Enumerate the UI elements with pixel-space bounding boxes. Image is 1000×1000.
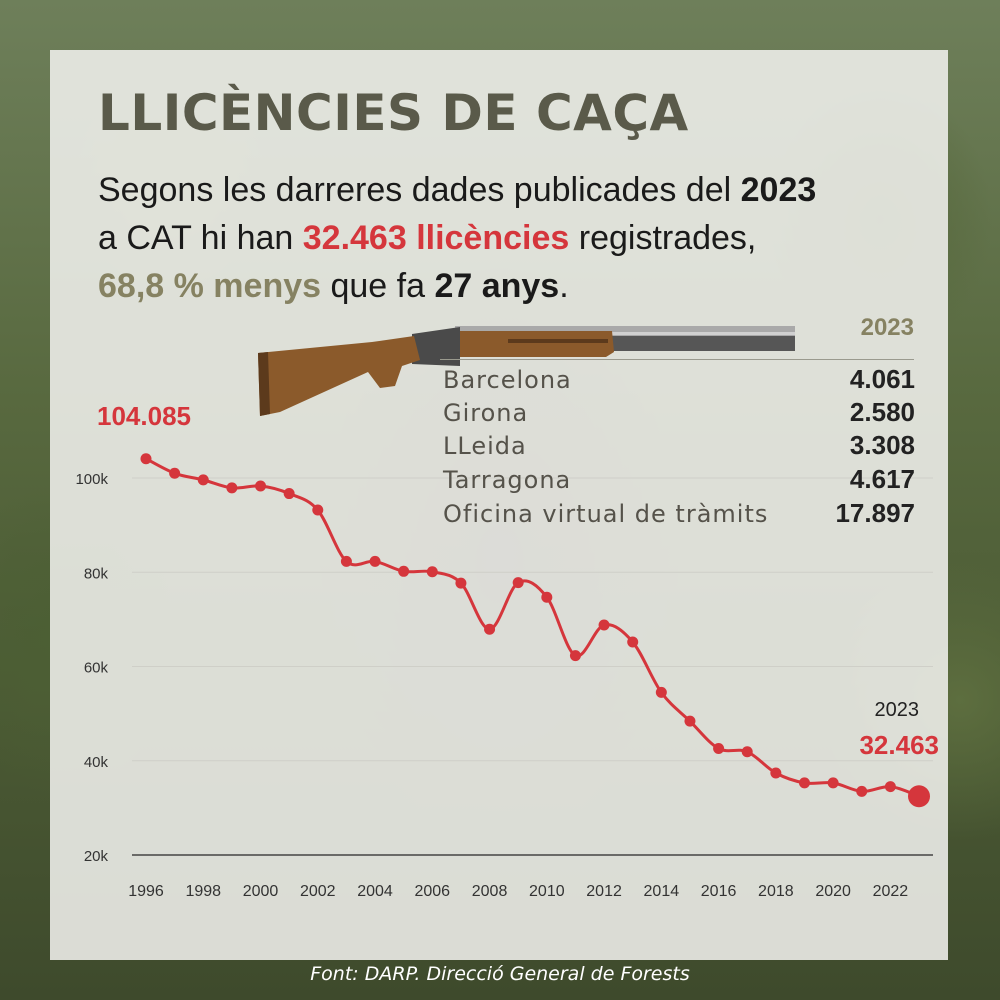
x-tick-label: 2018 [758, 883, 794, 900]
data-point [884, 781, 896, 793]
data-point [140, 453, 152, 465]
data-point [770, 767, 782, 779]
subtitle: Segons les darreres dades publicades del… [98, 166, 958, 310]
subtitle-year: 2023 [740, 171, 817, 209]
x-tick-label: 2010 [529, 883, 565, 900]
x-tick-label: 1996 [128, 883, 164, 900]
data-point [369, 555, 381, 567]
x-tick-label: 2016 [701, 883, 737, 900]
x-tick-label: 2012 [586, 883, 622, 900]
source-credit: Font: DARP. Direcció General de Forests [310, 963, 690, 985]
data-point [398, 565, 410, 577]
regions-table-divider [440, 359, 914, 360]
regions-table-header: 2023 [860, 314, 914, 341]
x-tick-label: 2014 [644, 883, 680, 900]
region-name: Girona [443, 398, 529, 427]
data-point [741, 746, 753, 758]
region-value: 2.580 [849, 397, 915, 427]
region-value: 4.617 [849, 464, 915, 494]
shotgun-icon [258, 326, 795, 416]
subtitle-line-2: a CAT hi han 32.463 llicències registrad… [98, 214, 958, 262]
data-point [484, 623, 496, 635]
subtitle-line-1: Segons les darreres dades publicades del… [98, 166, 958, 214]
data-point [197, 474, 209, 486]
end-year-label: 2023 [875, 699, 920, 721]
region-name: Barcelona [443, 365, 572, 394]
region-name: Tarragona [443, 465, 572, 494]
data-point [713, 742, 725, 754]
data-point [541, 591, 553, 603]
data-point [169, 467, 181, 479]
x-tick-label: 2008 [472, 883, 508, 900]
data-point [856, 785, 868, 797]
shotgun-barrel-shine [455, 332, 795, 335]
end-value-label: 32.463 [859, 730, 939, 760]
y-tick-label: 100k [75, 471, 108, 488]
data-point [283, 488, 295, 500]
data-point [512, 577, 524, 589]
subtitle-line-3: 68,8 % menys que fa 27 anys. [98, 262, 958, 310]
y-tick-label: 60k [84, 660, 109, 677]
region-row-tarragona: Tarragona 4.617 [443, 463, 915, 496]
x-tick-label: 2004 [357, 883, 393, 900]
data-point [255, 480, 267, 492]
chart-annotations: 104.085 2023 32.463 [97, 401, 939, 760]
page-title: LLICÈNCIES DE CAÇA [98, 84, 689, 142]
x-tick-label: 2006 [414, 883, 450, 900]
data-point [569, 650, 581, 662]
data-point [312, 504, 324, 516]
y-tick-label: 80k [84, 565, 109, 582]
x-tick-label: 2020 [815, 883, 851, 900]
chart-axes: 20k 40k 60k 80k 100k 1996 1998 2000 2002 2004 2006… [75, 471, 933, 900]
data-point [827, 777, 839, 789]
shotgun-forend [445, 331, 614, 357]
series-line [145, 457, 920, 798]
subtitle-bold-years: 27 anys [434, 267, 560, 305]
region-row-lleida: LLeida 3.308 [443, 429, 915, 462]
data-point [908, 785, 930, 808]
data-point [226, 482, 238, 494]
region-value: 3.308 [849, 430, 915, 460]
data-point [455, 577, 467, 589]
x-tick-label: 2000 [243, 883, 279, 900]
data-point [684, 715, 696, 727]
data-point [426, 566, 438, 578]
subtitle-text: . [559, 267, 569, 305]
data-point [627, 636, 639, 648]
region-name: Oficina virtual de tràmits [443, 499, 769, 528]
x-tick-label: 2002 [300, 883, 336, 900]
x-tick-label: 1998 [185, 883, 221, 900]
shotgun-barrel-top [455, 326, 795, 336]
y-tick-label: 40k [84, 754, 109, 771]
region-row-virtual-office: Oficina virtual de tràmits 17.897 [443, 497, 915, 530]
x-tick-label: 2022 [873, 883, 909, 900]
chart-grid [132, 477, 933, 762]
region-name: LLeida [443, 431, 527, 460]
subtitle-highlight-licenses: 32.463 llicències [302, 219, 570, 257]
subtitle-highlight-percent: 68,8 % menys [98, 267, 322, 305]
chart-series [140, 453, 930, 808]
shotgun-forend-groove [508, 339, 608, 343]
start-value-label: 104.085 [97, 401, 191, 431]
region-row-barcelona: Barcelona 4.061 [443, 363, 915, 396]
data-point [798, 777, 810, 789]
y-tick-label: 20k [84, 848, 109, 865]
data-point [655, 686, 667, 698]
shotgun-buttplate [258, 352, 270, 416]
data-point [340, 555, 352, 567]
data-point [598, 619, 610, 631]
subtitle-text: registrades, [569, 219, 757, 257]
shotgun-stock [258, 336, 420, 416]
region-value: 17.897 [835, 498, 915, 528]
subtitle-text: a CAT hi han [98, 219, 303, 257]
content-panel [50, 50, 948, 960]
subtitle-text: Segons les darreres dades publicades del [98, 171, 741, 209]
region-row-girona: Girona 2.580 [443, 396, 915, 429]
region-value: 4.061 [849, 364, 915, 394]
shotgun-receiver [412, 327, 460, 366]
subtitle-text: que fa [321, 267, 435, 305]
